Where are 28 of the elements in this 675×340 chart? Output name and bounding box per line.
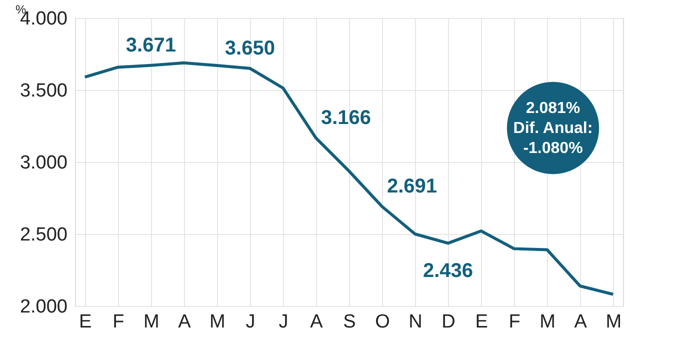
data-label: 2.691	[386, 175, 438, 198]
x-tick-label: D	[442, 312, 456, 332]
y-tick-label: 2.500	[20, 224, 68, 246]
x-tick-label: M	[606, 312, 622, 332]
data-label: 3.166	[320, 107, 372, 130]
x-tick-label: A	[574, 312, 588, 332]
annotation: 2.081% Dif. Anual: -1.080%	[513, 100, 593, 157]
x-tick-label: M	[210, 312, 226, 332]
x-tick-label: A	[178, 312, 192, 332]
x-tick-label: E	[79, 312, 92, 332]
x-tick-label: O	[375, 312, 390, 332]
x-tick-label: N	[408, 312, 422, 332]
x-tick-label: F	[508, 312, 520, 332]
x-tick-label: J	[246, 312, 256, 332]
x-tick-label: S	[343, 312, 356, 332]
data-label: 3.650	[224, 37, 275, 60]
data-label: 2.436	[423, 260, 474, 282]
x-tick-label: M	[144, 312, 160, 332]
x-tick-label: E	[475, 312, 488, 332]
x-tick-label: J	[278, 312, 288, 332]
x-tick-label: M	[540, 312, 556, 332]
data-label: 3.671	[126, 34, 176, 56]
y-tick-label: 2.000	[20, 296, 68, 318]
x-tick-label: F	[112, 312, 124, 332]
x-tick-label: A	[310, 312, 324, 332]
y-tick-label: 3.500	[20, 80, 68, 102]
line-series	[83, 61, 615, 296]
y-tick-label: 3.000	[20, 152, 68, 174]
